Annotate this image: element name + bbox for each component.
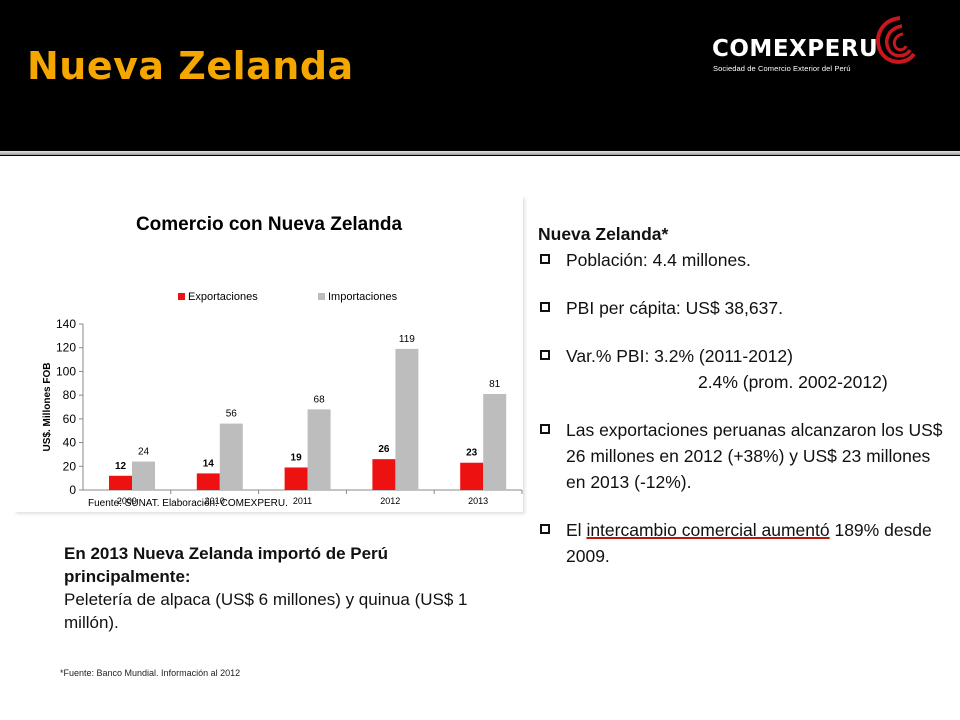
y-tick-label: 80 <box>63 388 77 402</box>
logo-name: COMEXPERU <box>712 36 879 62</box>
checkbox-bullet-icon <box>540 254 550 264</box>
fact-var-pbi: Var.% PBI: 3.2% (2011-2012) 2.4% (prom. … <box>538 343 948 395</box>
fact-trade: El intercambio comercial aumentó 189% de… <box>538 517 948 569</box>
y-tick-label: 40 <box>63 436 77 450</box>
slide-body: Comercio con Nueva Zelanda Exportaciones I… <box>0 156 960 720</box>
fact-poblacion-text: Población: 4.4 millones. <box>566 250 751 270</box>
legend-swatch <box>178 293 185 300</box>
legend-label: Importaciones <box>328 291 398 303</box>
bar-exportaciones <box>460 462 484 490</box>
data-label: 14 <box>203 458 215 469</box>
x-tick-label: 2013 <box>468 496 488 506</box>
fact-exports-text: Las exportaciones peruanas alcanzaron lo… <box>566 420 943 492</box>
x-tick-label: 2009 <box>117 496 137 506</box>
y-tick-label: 0 <box>69 483 76 497</box>
trade-chart-svg: Comercio con Nueva Zelanda Exportaciones I… <box>42 214 523 509</box>
bar-importaciones <box>132 461 155 490</box>
y-tick-label: 20 <box>63 459 77 473</box>
fact-trade-pre: El <box>566 520 587 540</box>
data-label: 12 <box>115 461 127 472</box>
footnote: *Fuente: Banco Mundial. Información al 2… <box>60 668 241 678</box>
comexperu-logo: COMEXPERU Sociedad de Comercio Exterior … <box>712 14 917 78</box>
checkbox-bullet-icon <box>540 524 550 534</box>
slide-header: Nueva Zelanda COMEXPERU Sociedad de Come… <box>0 0 960 150</box>
data-label: 24 <box>138 447 150 458</box>
fact-var-pbi-text: Var.% PBI: 3.2% (2011-2012) <box>566 346 793 366</box>
fact-poblacion: Población: 4.4 millones. <box>538 247 948 273</box>
chart-source: Fuente: SUNAT. Elaboración: COMEXPERU. <box>88 498 288 509</box>
facts-title: Nueva Zelanda* <box>538 224 669 244</box>
y-tick-label: 120 <box>56 341 76 355</box>
fact-var-pbi-avg: 2.4% (prom. 2002-2012) <box>698 372 888 392</box>
fact-pbi: PBI per cápita: US$ 38,637. <box>538 295 948 321</box>
bar-exportaciones <box>284 467 308 490</box>
data-label: 19 <box>291 452 303 463</box>
bar-importaciones <box>483 393 507 490</box>
y-tick-label: 100 <box>56 364 76 378</box>
data-label: 56 <box>226 409 238 420</box>
bar-importaciones <box>219 423 243 490</box>
legend-label: Exportaciones <box>188 291 258 303</box>
summary-detail: Peletería de alpaca (US$ 6 millones) y q… <box>64 590 468 632</box>
logo-subtitle: Sociedad de Comercio Exterior del Perú <box>713 64 851 73</box>
checkbox-bullet-icon <box>540 350 550 360</box>
chart-title: Comercio con Nueva Zelanda <box>136 214 403 235</box>
x-tick-label: 2011 <box>293 496 312 506</box>
legend-swatch <box>318 293 325 300</box>
fact-trade-post: 189% desde 2009. <box>566 520 932 566</box>
fact-trade-highlight: intercambio comercial aumentó <box>586 520 830 540</box>
bar-exportaciones <box>372 459 396 490</box>
logo-swirl-icon <box>876 16 916 64</box>
y-tick-label: 140 <box>56 317 76 331</box>
trade-chart: Comercio con Nueva Zelanda Exportaciones I… <box>14 196 523 512</box>
import-summary: En 2013 Nueva Zelanda importó de Perú pr… <box>64 542 504 634</box>
country-facts: Nueva Zelanda* Población: 4.4 millones. … <box>538 221 948 569</box>
page-title: Nueva Zelanda <box>27 44 354 88</box>
bar-exportaciones <box>196 473 220 490</box>
data-label: 23 <box>466 448 478 459</box>
y-tick-label: 60 <box>63 412 77 426</box>
checkbox-bullet-icon <box>540 302 550 312</box>
y-axis-label: US$. Millones FOB <box>42 363 53 452</box>
summary-heading: En 2013 Nueva Zelanda importó de Perú pr… <box>64 544 389 586</box>
checkbox-bullet-icon <box>540 424 550 434</box>
x-tick-label: 2010 <box>205 496 225 506</box>
data-label: 119 <box>399 334 415 345</box>
bar-importaciones <box>307 409 331 490</box>
data-label: 26 <box>378 444 390 455</box>
bar-importaciones <box>395 348 419 490</box>
x-tick-label: 2012 <box>380 496 400 506</box>
header-divider <box>0 151 960 155</box>
data-label: 81 <box>489 379 501 390</box>
fact-exports: Las exportaciones peruanas alcanzaron lo… <box>538 417 948 495</box>
bar-exportaciones <box>109 475 132 490</box>
data-label: 68 <box>314 394 326 405</box>
fact-pbi-text: PBI per cápita: US$ 38,637. <box>566 298 783 318</box>
